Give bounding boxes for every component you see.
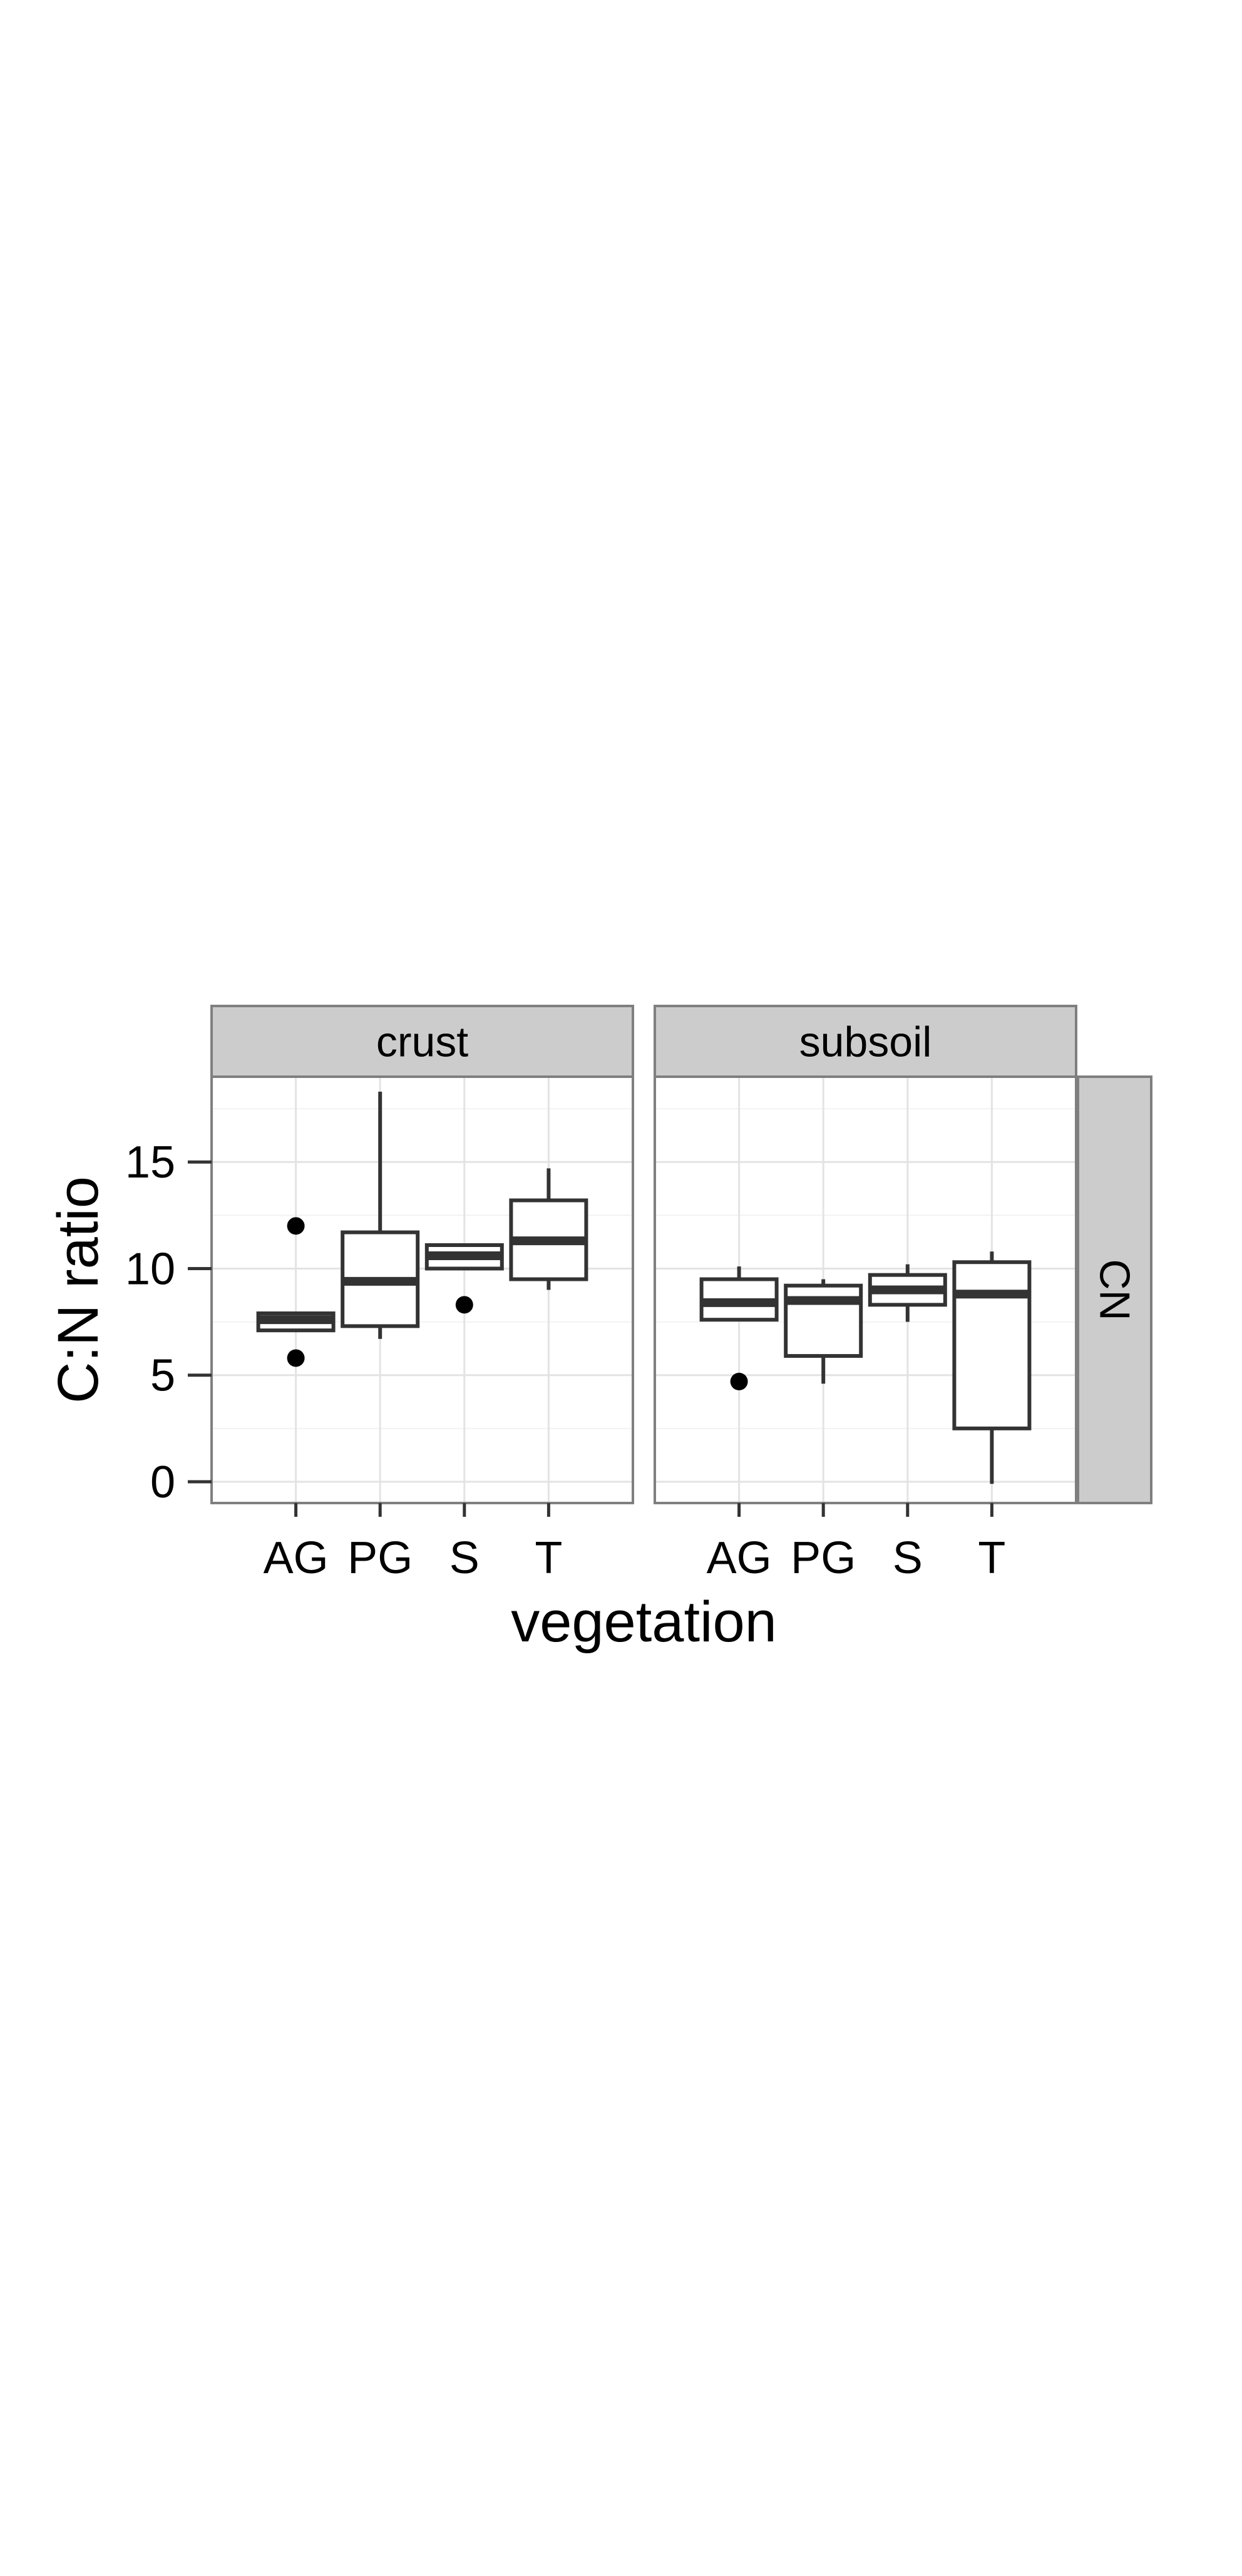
y-tick-label: 0 bbox=[150, 1457, 175, 1507]
facet-strip-label: subsoil bbox=[799, 1019, 932, 1066]
x-tick-label: T bbox=[535, 1533, 562, 1583]
row-strip-label: CN bbox=[1091, 1259, 1139, 1320]
box-subsoil-AG bbox=[699, 1266, 779, 1390]
y-tick-label: 5 bbox=[150, 1351, 175, 1401]
x-tick-label: AG bbox=[707, 1533, 772, 1583]
x-tick-label: PG bbox=[347, 1533, 413, 1583]
box-crust-S bbox=[424, 1243, 504, 1314]
facet-subsoil: subsoil AG PG S T bbox=[654, 1005, 1077, 1583]
outlier-point bbox=[287, 1349, 305, 1367]
y-tick-label: 10 bbox=[125, 1244, 175, 1294]
facet-strip-label: crust bbox=[376, 1019, 468, 1066]
x-axis-title: vegetation bbox=[511, 1590, 777, 1654]
outlier-point bbox=[455, 1296, 473, 1314]
facet-crust: crust AG PG S T bbox=[210, 1005, 634, 1583]
box-subsoil-S bbox=[868, 1264, 947, 1322]
panel-background bbox=[212, 1077, 633, 1503]
box-crust-AG bbox=[256, 1217, 336, 1367]
x-tick-label: AG bbox=[264, 1533, 329, 1583]
box-iqr bbox=[952, 1260, 1032, 1430]
outlier-point bbox=[730, 1372, 748, 1390]
x-tick-label: S bbox=[893, 1533, 923, 1583]
outlier-point bbox=[287, 1217, 305, 1235]
box-crust-T bbox=[509, 1168, 588, 1290]
x-tick-label: T bbox=[978, 1533, 1005, 1583]
x-tick-label: PG bbox=[791, 1533, 856, 1583]
y-axis-title: C:N ratio bbox=[46, 1176, 110, 1403]
row-strip-background bbox=[1077, 1075, 1152, 1504]
facet-strip bbox=[654, 1005, 1077, 1078]
y-axis: 0 5 10 15 bbox=[125, 1137, 212, 1507]
y-tick-label: 15 bbox=[125, 1137, 175, 1188]
box-crust-PG bbox=[341, 1091, 420, 1339]
x-tick-label: S bbox=[449, 1533, 480, 1583]
box-subsoil-PG bbox=[784, 1279, 863, 1384]
facet-strip bbox=[210, 1005, 634, 1078]
row-strip: CN bbox=[1077, 1075, 1152, 1504]
box-subsoil-T bbox=[952, 1251, 1032, 1484]
